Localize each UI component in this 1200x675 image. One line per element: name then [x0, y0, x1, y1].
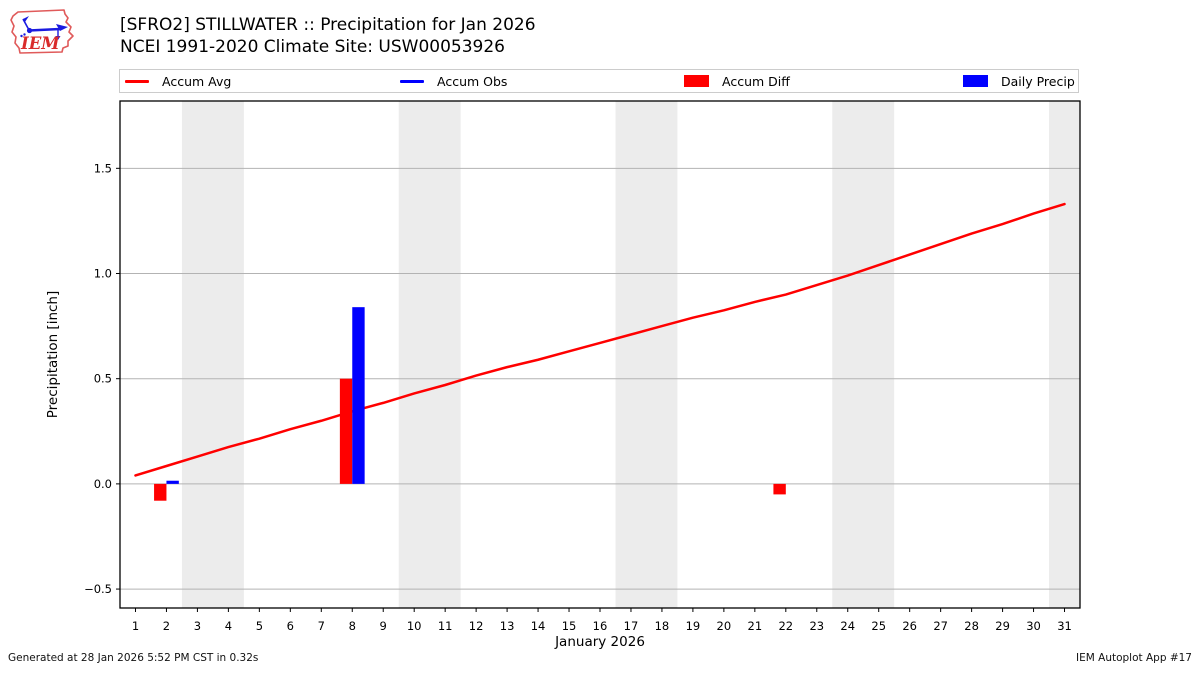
- daily-precip-bar: [352, 307, 365, 484]
- daily-precip-bar: [166, 480, 179, 484]
- legend-label: Accum Diff: [722, 73, 790, 89]
- legend-swatch-line: [400, 79, 424, 83]
- x-axis-label: January 2026: [554, 634, 645, 650]
- legend-item-daily-precip: Daily Precip: [963, 70, 1075, 92]
- y-tick-label: 0.0: [94, 477, 112, 491]
- x-tick-label: 17: [624, 619, 639, 633]
- legend-swatch-patch: [684, 75, 709, 87]
- x-tick-label: 10: [407, 619, 422, 633]
- chart-legend: Accum Avg Accum Obs Accum Diff Daily Precip: [119, 69, 1079, 93]
- generated-at-text: Generated at 28 Jan 2026 5:52 PM CST in …: [8, 652, 259, 664]
- x-tick-label: 31: [1057, 619, 1072, 633]
- weekend-band: [1049, 101, 1080, 608]
- x-tick-label: 26: [902, 619, 917, 633]
- iowa-outline: [10, 9, 74, 54]
- x-tick-label: 16: [593, 619, 608, 633]
- x-tick-label: 13: [500, 619, 515, 633]
- x-tick-label: 9: [380, 619, 387, 633]
- x-tick-label: 19: [686, 619, 701, 633]
- chart-subtitle: NCEI 1991-2020 Climate Site: USW00053926: [120, 37, 505, 57]
- x-tick-label: 25: [871, 619, 886, 633]
- plot-frame: [119, 100, 1081, 609]
- y-tick-label: −0.5: [84, 582, 112, 596]
- x-tick-label: 23: [809, 619, 824, 633]
- y-tick-label: 1.0: [94, 267, 112, 281]
- weekend-band: [615, 101, 678, 608]
- legend-label: Daily Precip: [1001, 73, 1075, 89]
- legend-label: Accum Avg: [162, 73, 232, 89]
- x-tick-label: 7: [318, 619, 325, 633]
- x-tick-label: 30: [1026, 619, 1041, 633]
- x-tick-label: 20: [717, 619, 732, 633]
- x-tick-label: 18: [655, 619, 670, 633]
- y-tick-label: 0.5: [94, 372, 112, 386]
- x-tick-label: 21: [748, 619, 763, 633]
- x-tick-label: 24: [840, 619, 855, 633]
- weekend-band: [398, 101, 461, 608]
- weather-vane-icon: [20, 16, 68, 40]
- x-tick-label: 12: [469, 619, 484, 633]
- x-tick-label: 28: [964, 619, 979, 633]
- weekend-band: [832, 101, 895, 608]
- x-tick-label: 15: [562, 619, 577, 633]
- legend-swatch-line: [125, 79, 149, 83]
- legend-item-accum-avg: Accum Avg: [125, 70, 231, 92]
- y-axis-label: Precipitation [inch]: [45, 291, 61, 419]
- accum-diff-bar: [773, 483, 786, 495]
- x-tick-label: 22: [778, 619, 793, 633]
- x-tick-label: 27: [933, 619, 948, 633]
- accum-avg-line: [134, 202, 1066, 477]
- app-credit-text: IEM Autoplot App #17: [1076, 652, 1192, 664]
- iem-logo: IEM: [10, 9, 74, 54]
- x-tick-label: 11: [438, 619, 453, 633]
- x-tick-label: 2: [163, 619, 170, 633]
- accum-diff-bar: [154, 483, 167, 501]
- legend-item-accum-obs: Accum Obs: [400, 70, 507, 92]
- legend-item-accum-diff: Accum Diff: [684, 70, 790, 92]
- x-tick-label: 1: [132, 619, 139, 633]
- y-tick-label: 1.5: [94, 161, 112, 175]
- x-tick-label: 6: [287, 619, 294, 633]
- legend-label: Accum Obs: [437, 73, 508, 89]
- logo-text: IEM: [20, 34, 60, 53]
- legend-swatch-patch: [963, 75, 988, 87]
- x-tick-label: 3: [194, 619, 201, 633]
- weekend-band: [181, 101, 244, 608]
- accum-diff-bar: [339, 378, 353, 484]
- x-tick-label: 4: [225, 619, 232, 633]
- x-tick-label: 8: [349, 619, 356, 633]
- x-tick-label: 5: [256, 619, 263, 633]
- x-tick-label: 29: [995, 619, 1010, 633]
- chart-title: [SFRO2] STILLWATER :: Precipitation for …: [120, 15, 536, 35]
- x-tick-label: 14: [531, 619, 546, 633]
